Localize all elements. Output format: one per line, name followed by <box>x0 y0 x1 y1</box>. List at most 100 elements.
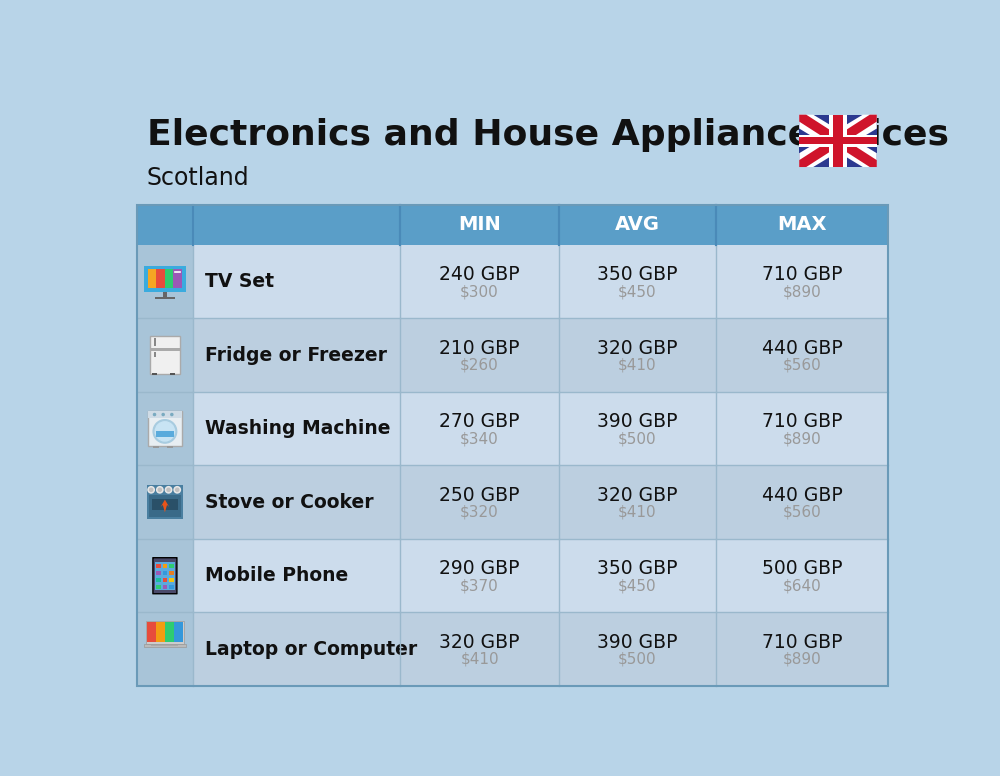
Circle shape <box>158 488 161 491</box>
Circle shape <box>174 487 180 493</box>
Bar <box>137 205 888 244</box>
Text: Stove or Cooker: Stove or Cooker <box>205 493 373 511</box>
FancyBboxPatch shape <box>153 558 177 594</box>
Polygon shape <box>799 115 877 167</box>
Bar <box>154 338 156 346</box>
Text: $260: $260 <box>460 358 499 372</box>
Bar <box>137 466 193 539</box>
Bar <box>169 585 174 589</box>
Text: $890: $890 <box>783 431 821 446</box>
Bar <box>156 269 165 289</box>
Bar <box>150 348 180 351</box>
Text: Electronics and House Appliance Prices: Electronics and House Appliance Prices <box>147 119 949 152</box>
Text: $560: $560 <box>783 358 821 372</box>
Bar <box>156 622 165 642</box>
Bar <box>163 578 167 582</box>
Bar <box>137 612 888 686</box>
Text: 390 GBP: 390 GBP <box>597 412 678 431</box>
Circle shape <box>171 414 173 416</box>
Bar <box>137 244 888 318</box>
Text: Laptop or Computer: Laptop or Computer <box>205 639 417 659</box>
Bar <box>137 612 193 686</box>
Bar <box>165 622 174 642</box>
Text: 440 GBP: 440 GBP <box>762 338 842 358</box>
Bar <box>167 446 173 448</box>
Text: 290 GBP: 290 GBP <box>439 559 520 578</box>
Bar <box>137 539 193 612</box>
Text: 270 GBP: 270 GBP <box>439 412 520 431</box>
Text: Washing Machine: Washing Machine <box>205 419 390 438</box>
Bar <box>156 564 161 567</box>
Text: $890: $890 <box>783 652 821 667</box>
Circle shape <box>162 414 164 416</box>
Bar <box>148 411 182 417</box>
Bar <box>799 115 877 167</box>
Circle shape <box>148 487 154 493</box>
Bar <box>148 269 182 289</box>
Circle shape <box>157 487 163 493</box>
Text: $890: $890 <box>783 284 821 299</box>
Polygon shape <box>799 115 877 167</box>
Bar <box>151 645 178 646</box>
Text: 320 GBP: 320 GBP <box>597 338 678 358</box>
Text: 710 GBP: 710 GBP <box>762 412 842 431</box>
Text: AVG: AVG <box>615 215 660 234</box>
Bar <box>155 297 175 299</box>
Polygon shape <box>799 115 877 167</box>
Text: Fridge or Freezer: Fridge or Freezer <box>205 345 387 365</box>
Circle shape <box>176 488 179 491</box>
Text: 210 GBP: 210 GBP <box>439 338 520 358</box>
Text: 500 GBP: 500 GBP <box>762 559 842 578</box>
Bar <box>170 372 175 376</box>
Bar <box>163 585 167 589</box>
Text: 710 GBP: 710 GBP <box>762 632 842 652</box>
Text: $410: $410 <box>618 504 657 520</box>
Bar <box>150 336 180 374</box>
Text: 350 GBP: 350 GBP <box>597 559 678 578</box>
Text: $500: $500 <box>618 652 657 667</box>
Text: 440 GBP: 440 GBP <box>762 486 842 504</box>
Bar <box>148 411 182 446</box>
Bar <box>163 293 167 297</box>
Bar <box>833 115 843 167</box>
Bar <box>137 205 888 686</box>
Text: Scotland: Scotland <box>147 166 249 190</box>
Circle shape <box>150 488 153 491</box>
Text: $500: $500 <box>618 431 657 446</box>
Text: $320: $320 <box>460 504 499 520</box>
Text: $560: $560 <box>783 504 821 520</box>
Bar <box>156 571 161 575</box>
Bar <box>144 645 186 646</box>
Bar <box>152 372 157 376</box>
Circle shape <box>155 422 175 441</box>
Bar <box>829 115 847 167</box>
Bar <box>155 562 175 590</box>
Text: $410: $410 <box>618 358 657 372</box>
Text: TV Set: TV Set <box>205 272 274 291</box>
Circle shape <box>165 487 172 493</box>
Bar <box>154 352 156 357</box>
Text: MIN: MIN <box>458 215 501 234</box>
Text: $370: $370 <box>460 578 499 593</box>
Bar <box>153 446 159 448</box>
Bar <box>156 431 174 437</box>
Text: $410: $410 <box>460 652 499 667</box>
Text: 350 GBP: 350 GBP <box>597 265 678 284</box>
Bar <box>137 318 888 392</box>
Bar <box>137 244 193 318</box>
Text: $300: $300 <box>460 284 499 299</box>
Bar <box>169 578 174 582</box>
Bar <box>169 571 174 575</box>
Bar <box>147 622 183 642</box>
Bar <box>137 539 888 612</box>
Circle shape <box>167 488 170 491</box>
Text: 240 GBP: 240 GBP <box>439 265 520 284</box>
Bar <box>174 622 183 642</box>
Circle shape <box>153 414 156 416</box>
Bar <box>152 499 178 511</box>
Bar <box>149 495 181 517</box>
Text: MAX: MAX <box>777 215 827 234</box>
Bar <box>156 578 161 582</box>
Polygon shape <box>161 500 169 512</box>
Bar <box>799 135 877 147</box>
